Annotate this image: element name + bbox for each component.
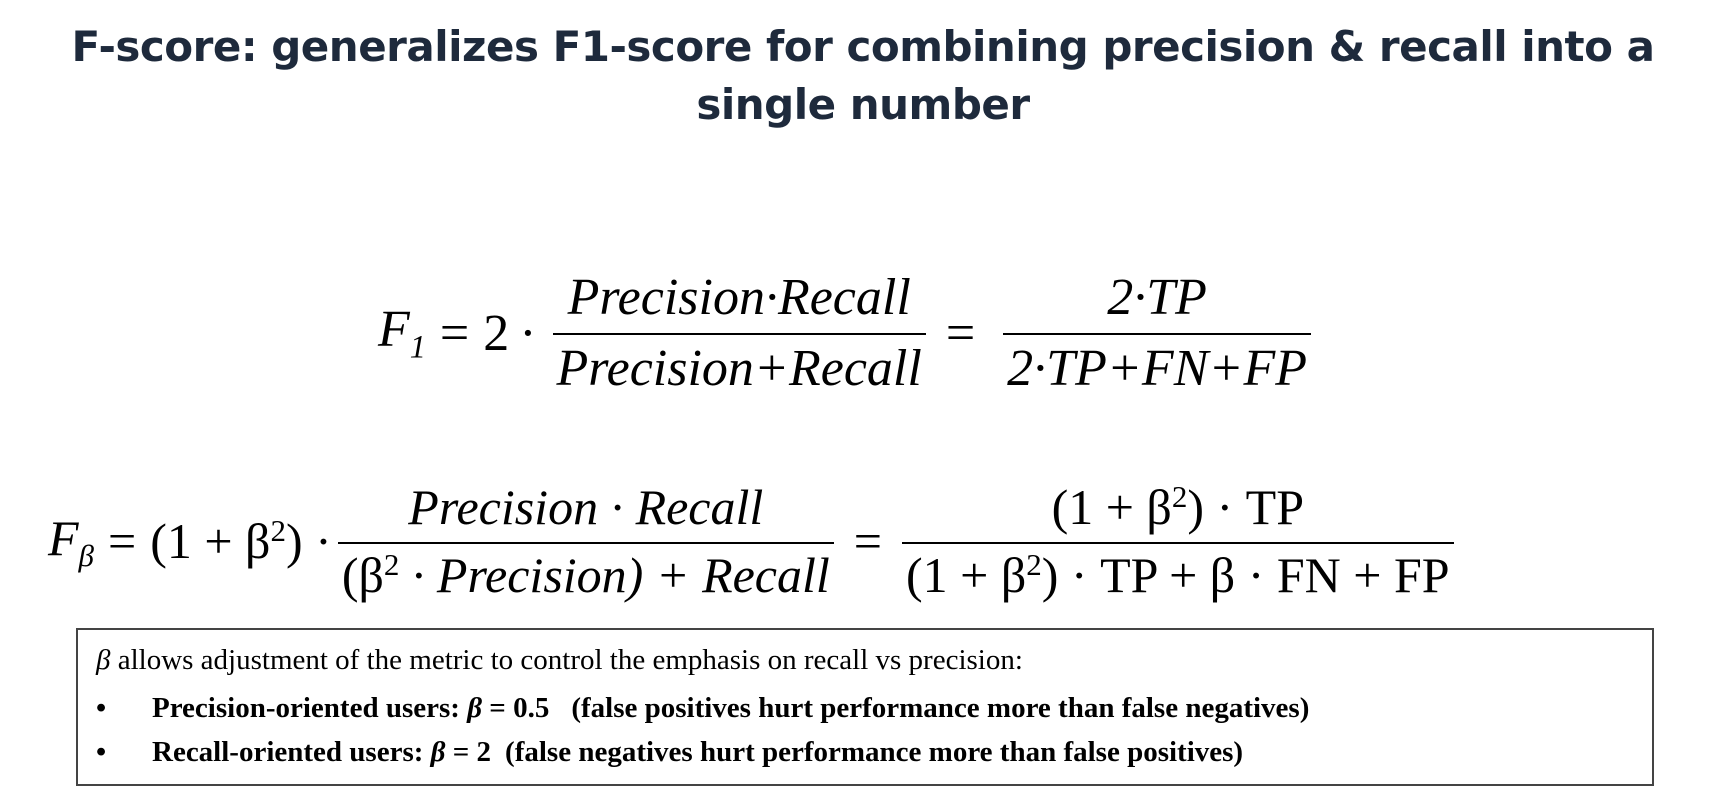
fbeta-fraction-2-numerator: (1 + β2) · TP bbox=[1051, 478, 1305, 535]
beta-symbol: β bbox=[96, 644, 111, 676]
beta-description: β allows adjustment of the metric to con… bbox=[96, 644, 1023, 676]
f1-formula: F1 = 2 · Precision·Recall Precision+Reca… bbox=[378, 268, 1317, 398]
fbeta-lhs: Fβ bbox=[48, 509, 94, 573]
f1-fraction-1: Precision·Recall Precision+Recall bbox=[552, 268, 926, 398]
fbeta-fraction-2-denominator: (1 + β2) · TP + β · FN + FP bbox=[905, 546, 1450, 603]
fbeta-fraction-2: (1 + β2) · TP (1 + β2) · TP + β · FN + F… bbox=[901, 478, 1454, 604]
f1-fraction-1-numerator: Precision·Recall bbox=[567, 269, 911, 326]
fbeta-equals-1: = bbox=[108, 513, 137, 569]
f1-dot: · bbox=[519, 304, 537, 362]
f1-fraction-2-numerator: 2·TP bbox=[1107, 269, 1207, 326]
fraction-bar bbox=[901, 542, 1454, 544]
fbeta-formula: Fβ = (1 + β2) · Precision · Recall (β2 ·… bbox=[48, 478, 1460, 604]
f1-fraction-1-denominator: Precision+Recall bbox=[556, 340, 922, 397]
fbeta-equals-2: = bbox=[853, 513, 882, 569]
fraction-bar bbox=[1003, 333, 1311, 335]
f1-lhs: F1 bbox=[378, 301, 426, 365]
bullet-icon: • bbox=[96, 736, 107, 768]
f1-coefficient: 2 bbox=[483, 304, 510, 362]
bullet-icon: • bbox=[96, 692, 107, 724]
bullet-precision-oriented: • Precision-oriented users: β = 0.5 (false… bbox=[96, 692, 1310, 724]
fraction-bar bbox=[337, 542, 834, 544]
fbeta-fraction-1: Precision · Recall (β2 · Precision) + Re… bbox=[337, 478, 834, 604]
f1-equals-2: = bbox=[945, 304, 976, 362]
f1-equals-1: = bbox=[439, 304, 470, 362]
fbeta-prefactor: (1 + β2) · bbox=[150, 512, 332, 569]
fraction-bar bbox=[552, 333, 926, 335]
f1-fraction-2: 2·TP 2·TP+FN+FP bbox=[1003, 268, 1311, 398]
f1-fraction-2-denominator: 2·TP+FN+FP bbox=[1007, 340, 1307, 397]
slide-title: F-score: generalizes F1-score for combin… bbox=[71, 22, 1655, 129]
beta-explanation-box: β allows adjustment of the metric to con… bbox=[76, 628, 1654, 786]
fbeta-fraction-1-denominator: (β2 · Precision) + Recall bbox=[341, 546, 830, 603]
fbeta-fraction-1-numerator: Precision · Recall bbox=[408, 479, 764, 535]
bullet-recall-oriented: • Recall-oriented users: β = 2 (false nega… bbox=[96, 736, 1244, 768]
